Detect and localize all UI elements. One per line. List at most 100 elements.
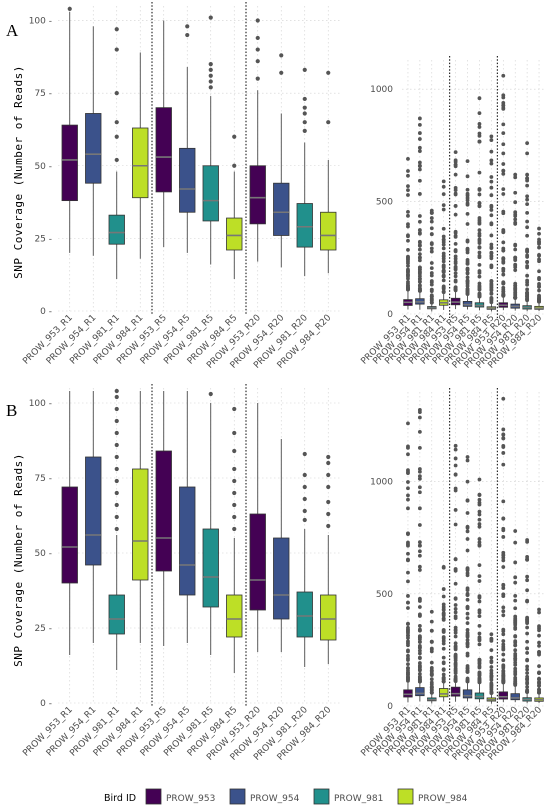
box-PROW_981_R5 — [202, 391, 219, 655]
outlier-point — [465, 511, 470, 515]
outlier-point — [441, 565, 446, 569]
box-body — [132, 127, 149, 199]
outlier-point — [513, 222, 518, 226]
outlier-point — [477, 543, 482, 548]
outlier-point — [501, 462, 506, 467]
outlier-point — [453, 254, 458, 259]
box-PROW_954_R20 — [510, 172, 520, 311]
outlier-point — [489, 250, 494, 255]
box-PROW_953_R5 — [155, 391, 172, 646]
outlier-point — [453, 230, 458, 235]
outlier-point — [525, 210, 530, 215]
outlier-point — [465, 247, 470, 252]
box-PROW_984_R1 — [439, 565, 449, 702]
outlier-point — [465, 627, 470, 632]
outlier-point — [501, 106, 506, 111]
outlier-point — [477, 228, 482, 233]
outlier-point — [465, 159, 470, 164]
outlier-point — [477, 201, 482, 205]
outlier-point — [417, 255, 422, 260]
outlier-point — [465, 187, 470, 192]
legend-swatch — [229, 788, 246, 805]
box-body — [273, 537, 290, 620]
legend-item: PROW_984 — [397, 788, 468, 805]
outlier-point — [513, 289, 518, 293]
box-PROW_981_R20 — [522, 538, 532, 704]
outlier-point — [501, 674, 506, 679]
box-PROW_954_R1 — [415, 116, 425, 310]
y-tick-label: 1000 — [370, 478, 393, 488]
outlier-point — [429, 646, 434, 651]
outlier-point — [406, 641, 410, 646]
outlier-point — [513, 651, 518, 656]
outlier-point — [537, 681, 541, 686]
box-PROW_954_R1 — [85, 26, 102, 256]
outlier-point — [537, 226, 541, 231]
box-body — [249, 165, 266, 225]
outlier-point — [441, 646, 446, 651]
box-body — [202, 528, 219, 608]
outlier-point — [406, 662, 410, 667]
box-PROW_981_R1 — [108, 388, 125, 670]
outlier-point — [513, 643, 518, 648]
outlier-point — [501, 142, 506, 147]
outlier-point — [441, 617, 446, 622]
box-PROW_984_R20 — [534, 607, 544, 704]
outlier-point — [525, 233, 530, 238]
outlier-point — [501, 131, 506, 135]
outlier-point — [406, 497, 410, 502]
box-PROW_953_R1 — [403, 421, 413, 703]
outlier-point — [417, 131, 422, 135]
outlier-point — [417, 149, 422, 153]
outlier-point — [302, 496, 307, 502]
outlier-point — [453, 603, 458, 607]
outlier-point — [441, 641, 446, 646]
outlier-point — [525, 265, 530, 270]
outlier-point — [525, 674, 530, 679]
outlier-point — [477, 477, 482, 482]
outlier-point — [477, 563, 482, 568]
outlier-point — [477, 274, 482, 279]
outlier-point — [417, 523, 422, 527]
outlier-point — [441, 203, 446, 208]
outlier-point — [406, 506, 410, 511]
outlier-point — [441, 264, 446, 269]
outlier-point — [501, 582, 506, 587]
box-body — [249, 513, 266, 611]
outlier-point — [537, 253, 541, 258]
outlier-point — [441, 285, 446, 290]
outlier-point — [513, 575, 518, 580]
outlier-point — [453, 488, 458, 493]
outlier-point — [489, 149, 494, 154]
outlier-point — [525, 646, 530, 651]
y-tick-label: 50 - — [34, 162, 52, 172]
outlier-point — [429, 639, 434, 644]
outlier-point — [406, 188, 410, 193]
outlier-point — [406, 658, 410, 662]
outlier-point — [465, 653, 470, 658]
subplot-a-full: 05001000PROW_953_R1PROW_954_R1PROW_981_R… — [359, 56, 545, 371]
outlier-point — [417, 122, 422, 127]
outlier-point — [489, 221, 494, 226]
outlier-point — [429, 273, 434, 278]
y-tick-label: 100 - — [29, 399, 52, 409]
outlier-point — [513, 593, 518, 598]
outlier-point — [465, 621, 470, 626]
outlier-point — [513, 640, 518, 645]
outlier-point — [537, 231, 541, 236]
outlier-point — [326, 484, 331, 490]
outlier-point — [417, 663, 422, 668]
outlier-point — [525, 689, 530, 694]
y-tick-label: 75 - — [34, 474, 52, 484]
outlier-point — [417, 192, 422, 196]
box-PROW_981_R5 — [474, 96, 485, 311]
y-tick-label: 1000 — [370, 85, 393, 95]
outlier-point — [513, 243, 518, 248]
outlier-point — [208, 73, 213, 78]
outlier-point — [477, 537, 482, 541]
outlier-point — [417, 167, 422, 172]
outlier-point — [501, 73, 506, 78]
legend-swatch — [397, 788, 414, 805]
outlier-point — [429, 249, 434, 254]
outlier-point — [537, 275, 541, 280]
